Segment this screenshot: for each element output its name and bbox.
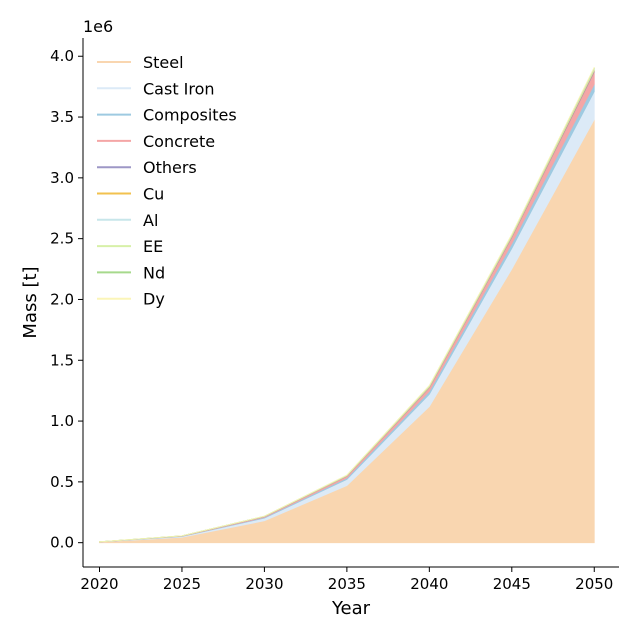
x-tick-label: 2045 [493, 575, 531, 593]
y-tick-label: 1.0 [50, 412, 74, 430]
legend-label: Concrete [143, 132, 215, 151]
x-tick-label: 2040 [410, 575, 448, 593]
x-tick-label: 2030 [245, 575, 283, 593]
x-tick-label: 2025 [163, 575, 201, 593]
y-tick-label: 2.5 [50, 230, 74, 248]
legend-label: Dy [143, 290, 165, 309]
y-tick-label: 3.0 [50, 169, 74, 187]
y-tick-label: 3.5 [50, 108, 74, 126]
axes [82, 38, 619, 568]
x-tick-label: 2035 [328, 575, 366, 593]
y-tick-label: 4.0 [50, 47, 74, 65]
y-tick-label: 1.5 [50, 351, 74, 369]
legend-label: Others [143, 158, 197, 177]
area-dy [99, 67, 595, 543]
y-tick-label: 2.0 [50, 290, 74, 308]
legend-label: EE [143, 237, 163, 256]
legend-label: Composites [143, 106, 237, 125]
y-tick-label: 0.5 [50, 473, 74, 491]
legend-label: Cu [143, 185, 164, 204]
legend-label: Cast Iron [143, 79, 215, 98]
legend-label: Nd [143, 263, 165, 282]
area-layers [99, 67, 595, 544]
y-tick-label: 0.0 [50, 534, 74, 552]
x-tick-label: 2020 [80, 575, 118, 593]
legend: Steel Cast Iron Composites Concrete Others Cu… [97, 53, 237, 309]
x-ticks: 2020 2025 2030 2035 2040 2045 2050 [80, 567, 613, 593]
y-ticks: 0.0 0.5 1.0 1.5 2.0 2.5 3.0 3.5 4.0 [50, 47, 83, 552]
x-axis-label: Year [331, 598, 371, 619]
legend-label: Steel [143, 53, 184, 72]
y-offset-label: 1e6 [83, 17, 113, 36]
x-tick-label: 2050 [575, 575, 613, 593]
y-axis-label: Mass [t] [20, 266, 41, 338]
legend-label: Al [143, 211, 158, 230]
